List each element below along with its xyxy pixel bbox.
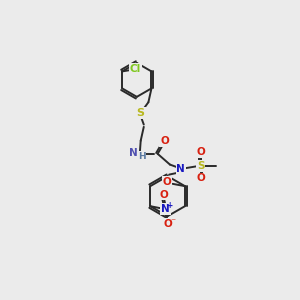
Text: O: O — [163, 177, 172, 187]
Text: H: H — [138, 152, 145, 160]
Text: O: O — [164, 219, 172, 229]
Text: S: S — [197, 161, 205, 171]
Text: Cl: Cl — [130, 64, 141, 74]
Text: ⁻: ⁻ — [170, 217, 175, 227]
Text: N: N — [129, 148, 138, 158]
Text: +: + — [167, 201, 172, 210]
Text: O: O — [196, 147, 205, 157]
Text: N: N — [161, 204, 170, 214]
Text: O: O — [196, 173, 205, 184]
Text: N: N — [176, 164, 185, 174]
Text: S: S — [137, 108, 145, 118]
Text: O: O — [160, 136, 169, 146]
Text: O: O — [160, 190, 169, 200]
